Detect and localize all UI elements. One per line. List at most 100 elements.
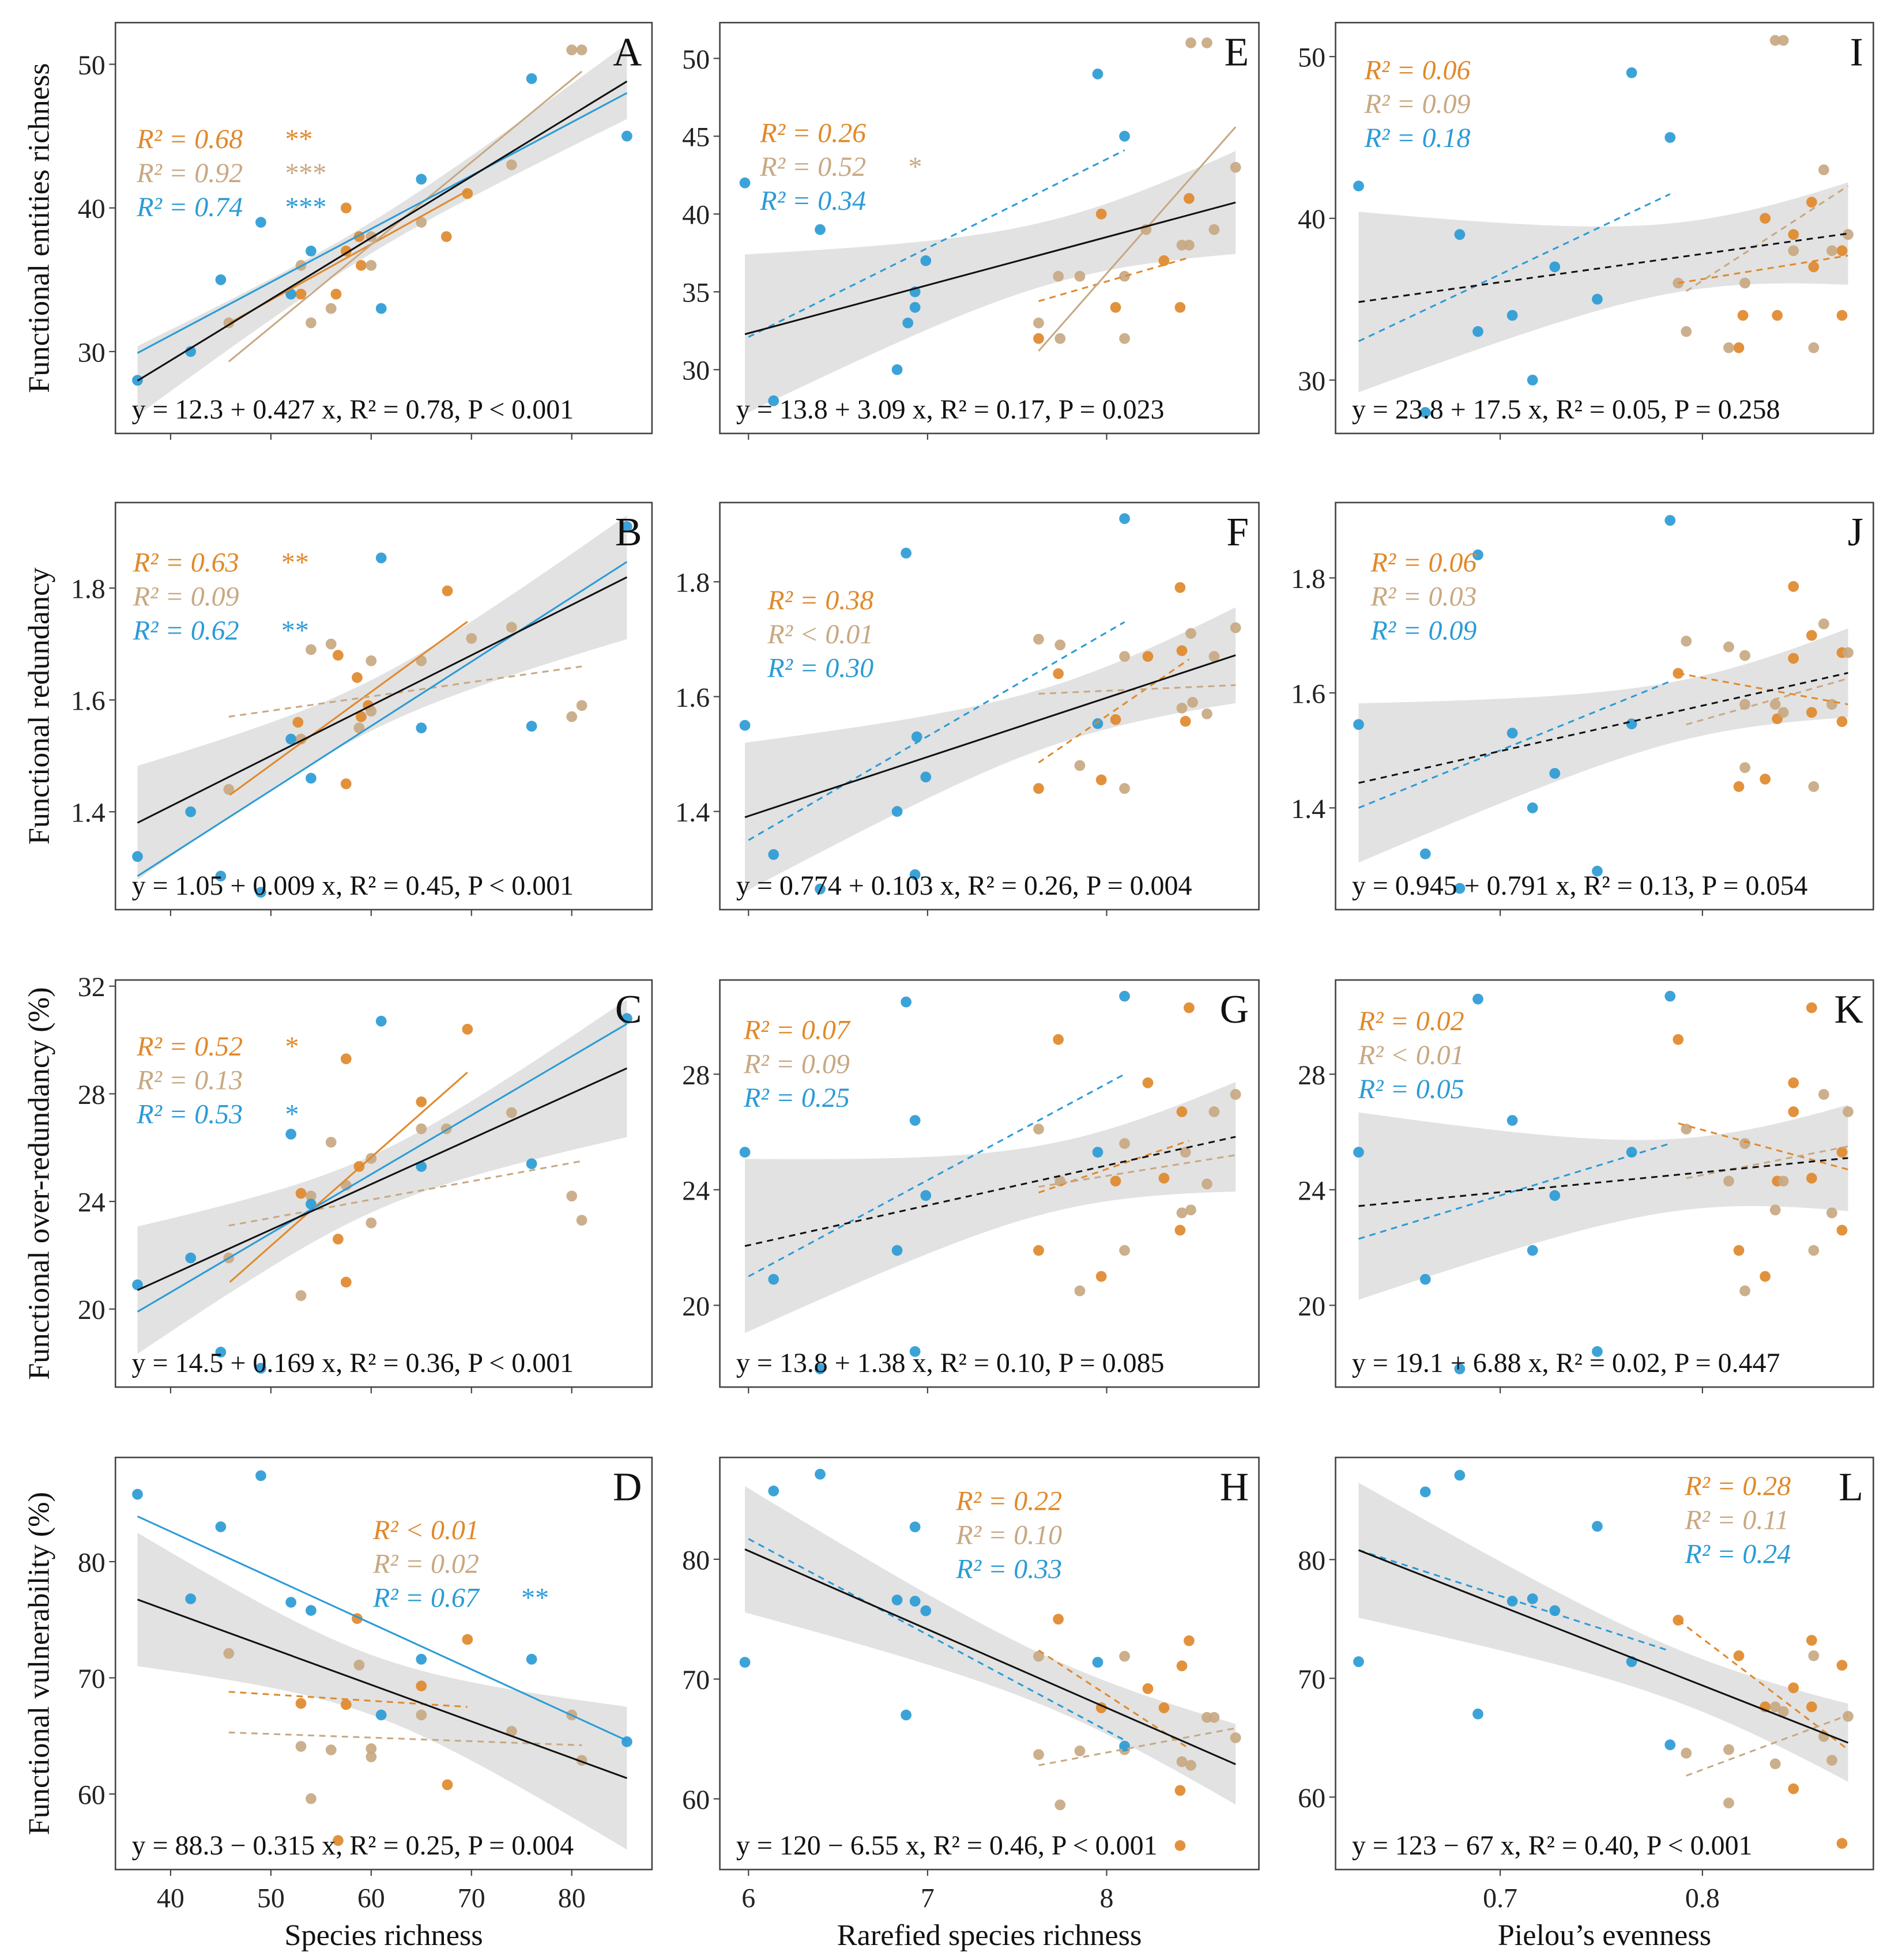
panel-frame xyxy=(1335,21,1874,435)
data-point-orange xyxy=(333,650,344,661)
data-point-tan xyxy=(576,1215,587,1226)
data-point-tan xyxy=(566,711,578,722)
x-tick-label: 80 xyxy=(558,1883,586,1913)
data-point-blue xyxy=(1527,374,1538,386)
panel-C: 20 24 28 32 Cy = 14.5 + 0.169 x, R² = 0.36, … xyxy=(78,972,653,1394)
r2-label-tan: R² = 0.09 xyxy=(1364,89,1471,119)
data-point-blue xyxy=(1664,1739,1676,1751)
data-point-blue xyxy=(739,1657,751,1668)
data-point-orange xyxy=(356,259,367,271)
data-point-blue xyxy=(255,217,266,228)
data-point-blue xyxy=(920,1190,932,1201)
data-point-blue xyxy=(526,1158,537,1170)
panel-letter: G xyxy=(1220,987,1249,1032)
fit-line-blue xyxy=(1358,193,1671,342)
overall-fit-line xyxy=(1358,672,1848,784)
data-point-orange xyxy=(1142,1683,1154,1694)
r2-label-tan: R² = 0.09 xyxy=(133,582,239,612)
data-point-blue xyxy=(375,552,387,564)
confidence-band xyxy=(1358,1105,1848,1300)
x-tick-label: 0.7 xyxy=(1483,1883,1517,1913)
data-point-tan xyxy=(1119,1245,1130,1256)
data-point-orange xyxy=(1806,630,1817,641)
significance-stars: ** xyxy=(285,124,312,154)
data-point-blue xyxy=(1353,719,1364,730)
data-point-blue xyxy=(891,1245,903,1256)
data-point-tan xyxy=(306,317,317,329)
data-point-blue xyxy=(255,887,266,898)
data-point-blue xyxy=(891,1595,903,1605)
y-tick-label: 1.8 xyxy=(1291,564,1325,594)
y-tick-label: 1.8 xyxy=(675,568,710,598)
data-point-blue xyxy=(1092,1657,1103,1668)
data-point-tan xyxy=(506,621,517,633)
data-point-orange xyxy=(340,1276,352,1288)
data-point-tan xyxy=(1119,651,1130,662)
data-point-blue xyxy=(901,548,912,559)
y-tick-label: 50 xyxy=(682,44,710,75)
data-point-blue xyxy=(215,870,227,882)
data-point-blue xyxy=(1472,993,1483,1005)
data-point-orange xyxy=(1836,1838,1848,1849)
data-point-orange xyxy=(1733,1245,1745,1256)
panel-frame xyxy=(114,21,653,435)
r2-label-blue: R² = 0.24 xyxy=(1684,1539,1791,1569)
data-point-tan xyxy=(1119,270,1130,282)
data-point-tan xyxy=(1201,708,1212,719)
data-point-tan xyxy=(1808,1245,1820,1256)
x-tick-label: 60 xyxy=(357,1883,385,1913)
data-point-orange xyxy=(1174,1224,1186,1236)
r2-label-tan: R² = 0.13 xyxy=(136,1065,243,1096)
y-tick-label: 80 xyxy=(1298,1546,1325,1576)
overall-fit-line xyxy=(137,1599,627,1779)
data-point-tan xyxy=(1185,1204,1196,1216)
data-point-orange xyxy=(340,202,352,214)
data-point-tan xyxy=(1777,1706,1789,1717)
data-point-blue xyxy=(1119,990,1130,1002)
r2-label-orange: R² = 0.26 xyxy=(759,118,866,148)
data-point-tan xyxy=(1843,1106,1854,1117)
data-point-blue xyxy=(1353,1147,1364,1158)
data-point-blue xyxy=(526,73,537,84)
data-point-orange xyxy=(292,717,304,728)
panel-letter: H xyxy=(1220,1465,1249,1509)
y-tick-label: 45 xyxy=(682,122,710,153)
fit-line-orange xyxy=(1038,257,1189,302)
y-tick-label: 1.6 xyxy=(71,686,106,717)
data-point-tan xyxy=(576,700,587,711)
y-tick-label: 1.4 xyxy=(675,797,710,828)
data-point-tan xyxy=(1739,1285,1750,1296)
y-tick-label: 50 xyxy=(1298,43,1325,73)
data-point-tan xyxy=(416,1123,427,1134)
significance-stars: *** xyxy=(285,158,326,189)
data-point-tan xyxy=(1818,618,1829,630)
data-point-blue xyxy=(375,303,387,314)
data-point-orange xyxy=(1176,645,1188,657)
data-point-tan xyxy=(1818,1089,1829,1100)
fit-line-tan xyxy=(1038,684,1236,695)
significance-stars: ** xyxy=(521,1583,549,1614)
data-point-orange xyxy=(1806,1002,1817,1013)
data-point-blue xyxy=(285,1597,297,1608)
data-point-tan xyxy=(1843,1710,1854,1722)
significance-stars: * xyxy=(285,1099,299,1129)
panel-letter: L xyxy=(1839,1465,1863,1509)
fit-line-blue xyxy=(137,1516,628,1742)
data-point-blue xyxy=(416,1653,427,1665)
data-point-blue xyxy=(920,255,932,266)
overall-fit-line xyxy=(1358,1549,1849,1744)
panel-frame xyxy=(1335,502,1874,911)
data-point-tan xyxy=(1843,229,1854,240)
data-point-orange xyxy=(1180,715,1191,727)
data-point-blue xyxy=(920,1605,932,1616)
data-point-tan xyxy=(1230,622,1241,634)
r2-label-tan: R² = 0.92 xyxy=(136,158,243,189)
overall-fit-line xyxy=(137,80,628,382)
data-point-tan xyxy=(223,784,235,795)
fit-line-orange xyxy=(1677,1619,1849,1751)
confidence-band xyxy=(1358,182,1848,393)
r2-label-orange: R² = 0.28 xyxy=(1684,1471,1791,1502)
fit-line-orange xyxy=(1678,672,1848,706)
y-tick-label: 50 xyxy=(78,50,106,81)
